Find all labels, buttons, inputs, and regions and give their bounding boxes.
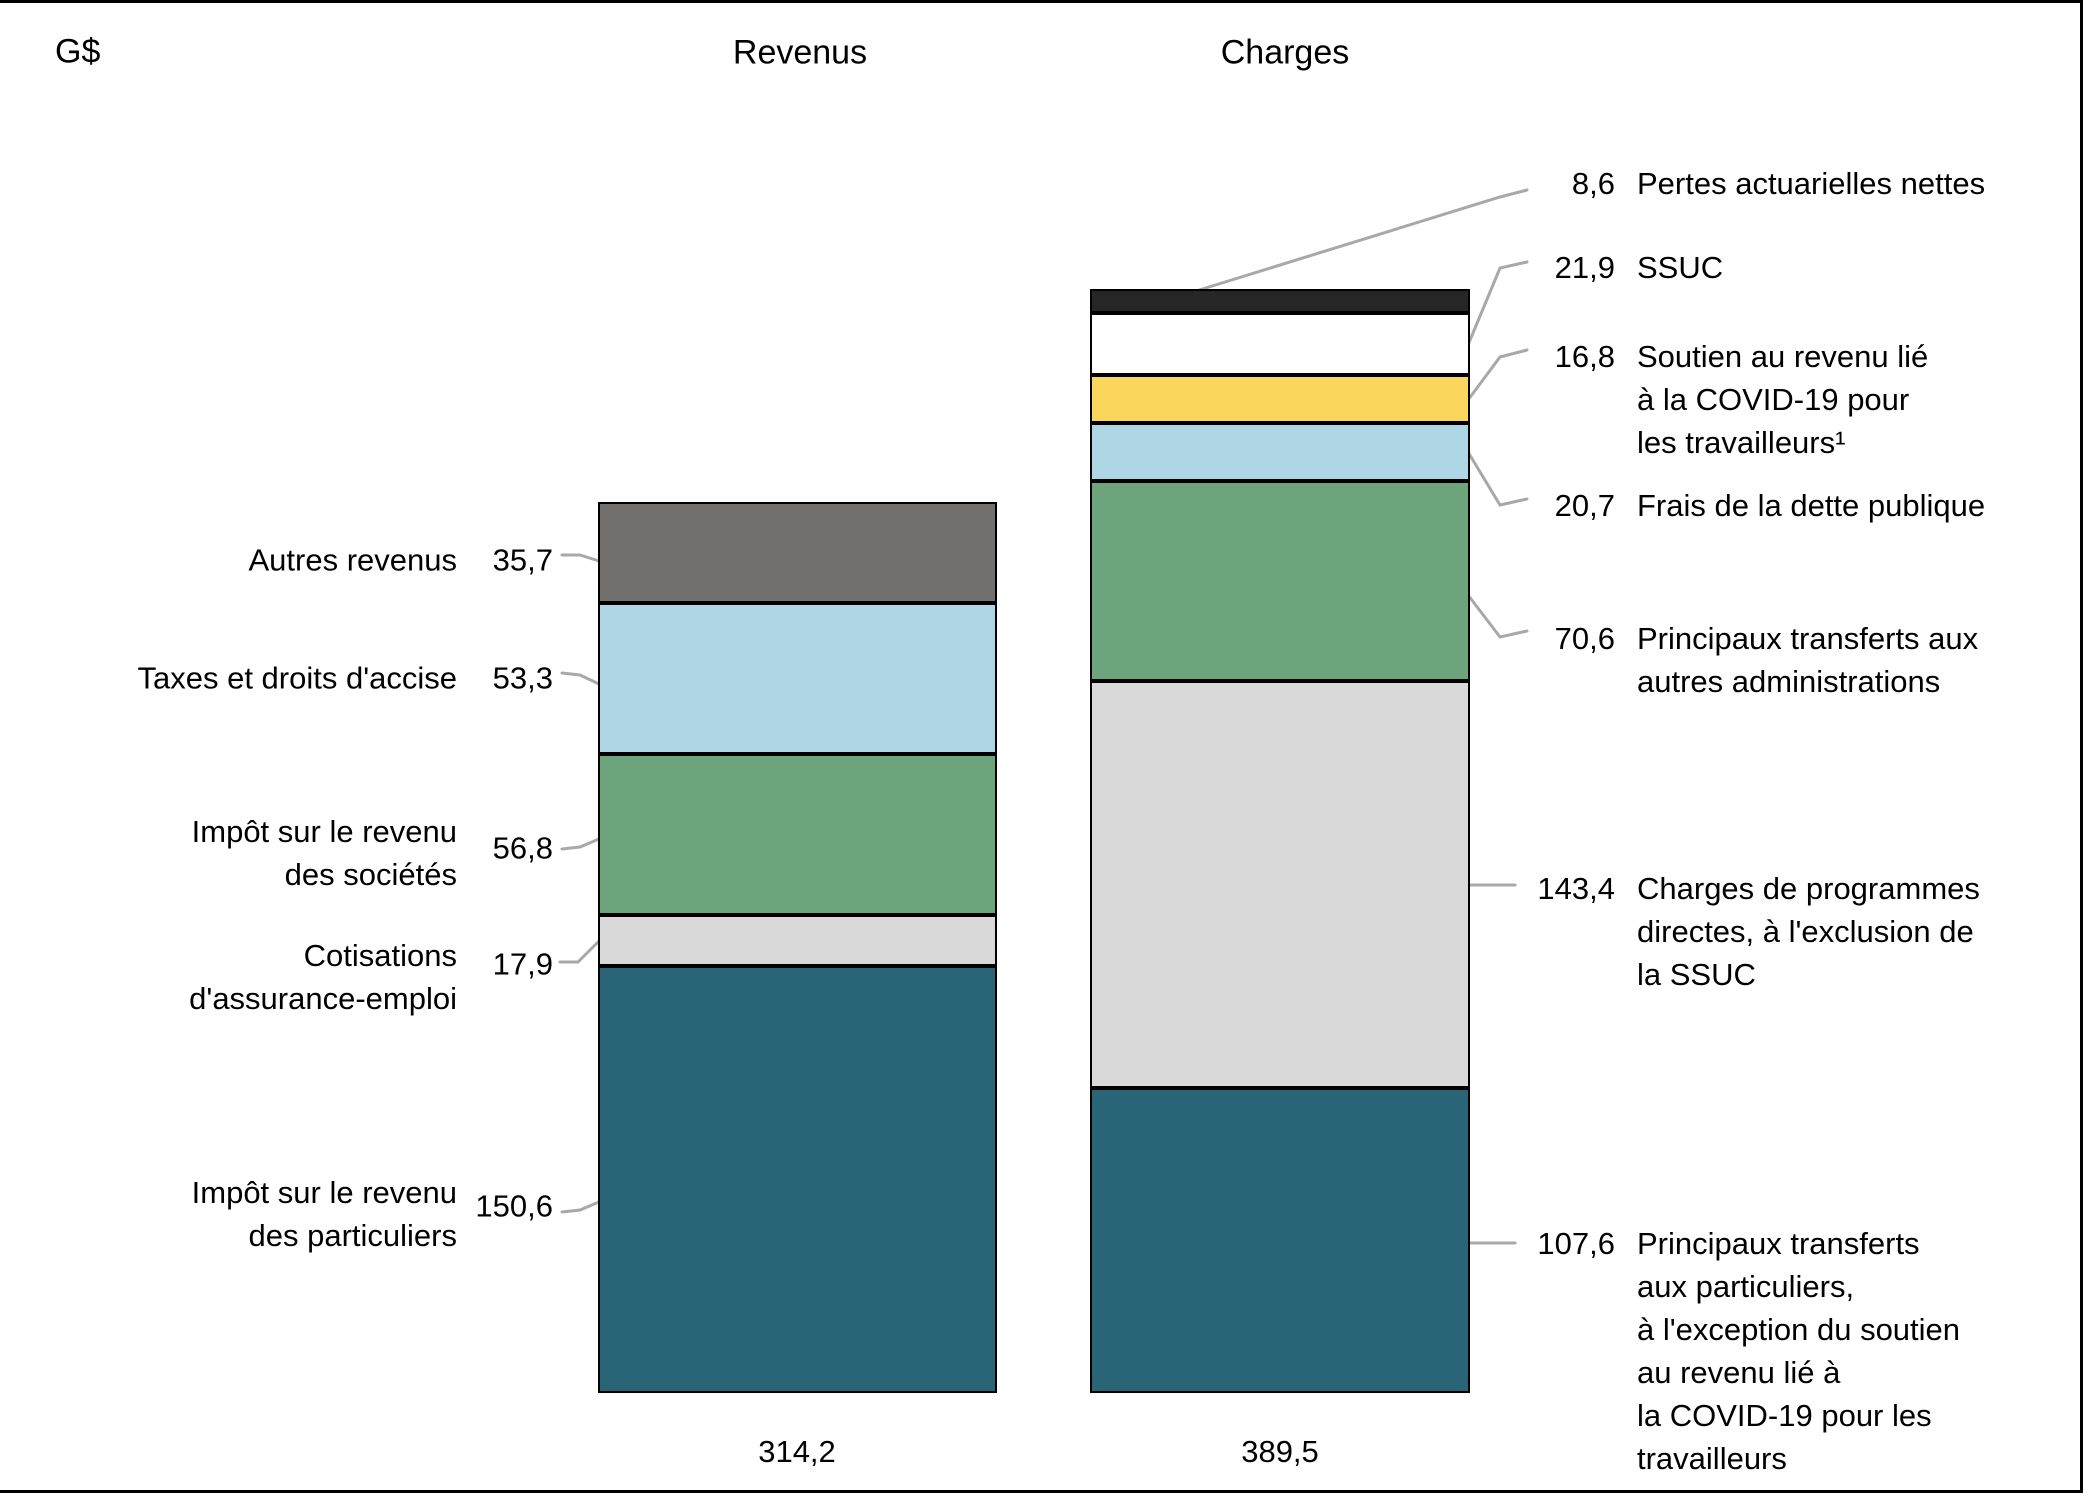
bar-segment-charges-charges-de-programmes-directes-l-exclusi	[1090, 681, 1470, 1088]
leader-line	[560, 837, 601, 851]
left-annotation-label: Taxes et droits d'accise	[137, 657, 457, 700]
annotation-line: la COVID-19 pour les	[1637, 1398, 1932, 1433]
left-annotation-value: 17,9	[492, 946, 553, 982]
annotation-line: Principaux transferts	[1637, 1226, 1920, 1261]
right-annotation-value: 70,6	[1554, 621, 1615, 656]
annotation-line: travailleurs	[1637, 1441, 1787, 1476]
annotation-line: la SSUC	[1637, 957, 1756, 992]
annotation-line: aux particuliers,	[1637, 1269, 1855, 1304]
right-annotation-label: Principaux transferts aux particuliers, à …	[1637, 1222, 1960, 1480]
bar-segment-charges-soutien-au-revenu-li-la-covid-19-pour-le	[1090, 375, 1470, 423]
left-annotation-value: 35,7	[492, 542, 553, 578]
leader-line	[560, 553, 601, 563]
right-annotation-value: 143,4	[1537, 871, 1615, 906]
right-annotation-label: Principaux transferts aux autres administ…	[1637, 617, 1978, 703]
bar-segment-revenus-cotisations-d-assurance-emploi	[598, 915, 997, 966]
annotation-line: Frais de la dette publique	[1637, 488, 1986, 523]
leader-line	[1466, 450, 1529, 507]
annotation-line: Charges de programmes	[1637, 871, 1980, 906]
annotation-line: directes, à l'exclusion de	[1637, 914, 1974, 949]
annotation-line: Autres revenus	[248, 542, 458, 578]
annotation-line: autres administrations	[1637, 664, 1941, 699]
leader-line	[1466, 593, 1529, 639]
annotation-line: Impôt sur le revenu	[191, 1175, 457, 1210]
left-annotation-label: Impôt sur le revenu des sociétés	[192, 810, 457, 896]
left-annotation-value: 56,8	[492, 830, 553, 866]
annotation-line: des particuliers	[248, 1218, 457, 1253]
annotation-line: à la COVID-19 pour	[1637, 382, 1910, 417]
right-annotation-label: Soutien au revenu lié à la COVID-19 pour l…	[1637, 335, 1928, 464]
annotation-line: à l'exception du soutien	[1637, 1312, 1961, 1347]
bar-segment-revenus-imp-t-sur-le-revenu-des-particuliers	[598, 966, 997, 1393]
annotation-line: au revenu lié à	[1637, 1355, 1841, 1390]
left-annotation-label: Cotisations d'assurance-emploi	[189, 934, 457, 1020]
left-annotation-value: 53,3	[492, 660, 553, 696]
bar-segment-charges-principaux-transferts-aux-particuliers-l	[1090, 1088, 1470, 1393]
annotation-line: Principaux transferts aux	[1637, 621, 1979, 656]
right-annotation-label: Charges de programmes directes, à l'exclu…	[1637, 867, 1980, 996]
leader-line	[1194, 188, 1529, 293]
leader-line	[560, 671, 601, 686]
bar-segment-revenus-autres-revenus	[598, 502, 997, 604]
annotation-line: Cotisations	[303, 938, 457, 973]
unit-label: G$	[55, 32, 101, 71]
right-annotation-value: 107,6	[1537, 1226, 1615, 1261]
left-annotation-value: 150,6	[475, 1188, 553, 1224]
column-title-charges: Charges	[1220, 33, 1350, 72]
total-revenus: 314,2	[758, 1434, 836, 1469]
right-annotation-label: Pertes actuarielles nettes	[1637, 162, 1985, 205]
annotation-line: d'assurance-emploi	[189, 981, 457, 1016]
leader-line	[1466, 260, 1529, 347]
bar-segment-charges-principaux-transferts-aux-autres-adminis	[1090, 481, 1470, 682]
leader-line	[1466, 348, 1529, 402]
bar-segment-charges-ssuc	[1090, 312, 1470, 375]
right-annotation-value: 21,9	[1554, 250, 1615, 285]
annotation-line: SSUC	[1637, 250, 1724, 285]
right-annotation-value: 20,7	[1554, 488, 1615, 523]
annotation-line: Soutien au revenu lié	[1637, 339, 1929, 374]
annotation-line: Taxes et droits d'accise	[137, 660, 457, 696]
annotation-line: les travailleurs¹	[1637, 425, 1846, 460]
bar-segment-revenus-imp-t-sur-le-revenu-des-soci-t-s	[598, 754, 997, 916]
annotation-line: des sociétés	[284, 857, 457, 892]
bar-segment-revenus-taxes-et-droits-d-accise	[598, 603, 997, 755]
total-charges: 389,5	[1241, 1434, 1319, 1469]
left-annotation-label: Autres revenus	[249, 539, 458, 582]
left-annotation-label: Impôt sur le revenu des particuliers	[192, 1171, 457, 1257]
right-annotation-value: 8,6	[1571, 166, 1615, 201]
right-annotation-label: Frais de la dette publique	[1637, 484, 1985, 527]
annotation-line: Impôt sur le revenu	[191, 814, 457, 849]
bar-segment-charges-frais-de-la-dette-publique	[1090, 422, 1470, 482]
right-annotation-label: SSUC	[1637, 246, 1723, 289]
leader-line	[558, 939, 601, 964]
leader-line	[560, 1200, 601, 1214]
bar-segment-charges-pertes-actuarielles-nettes	[1090, 288, 1470, 313]
column-title-revenus: Revenus	[732, 33, 868, 72]
annotation-line: Pertes actuarielles nettes	[1637, 166, 1986, 201]
right-annotation-value: 16,8	[1554, 339, 1615, 374]
